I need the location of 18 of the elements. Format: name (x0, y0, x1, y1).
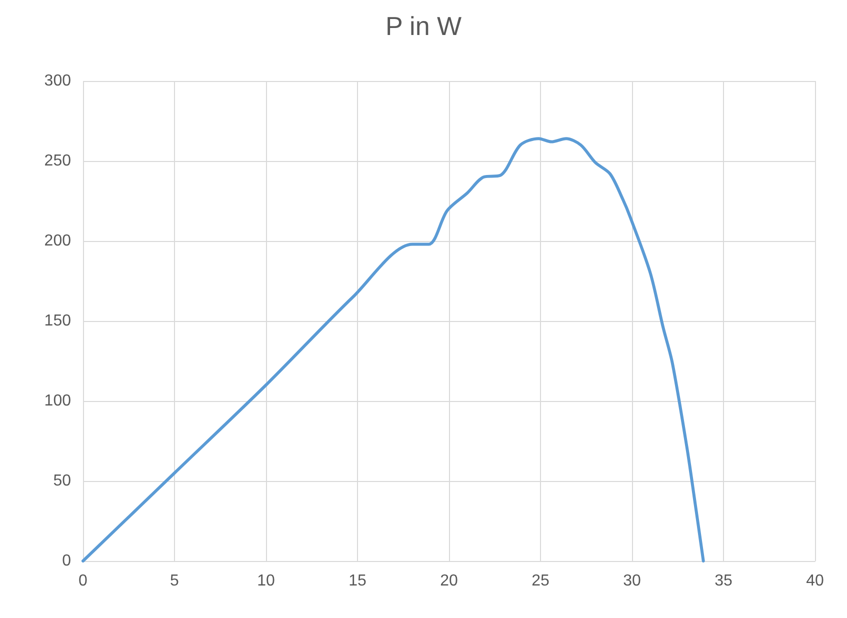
x-tick-label: 25 (532, 572, 550, 590)
x-tick-label: 35 (714, 572, 732, 590)
x-tick-label: 15 (348, 572, 366, 590)
x-tick-label: 30 (623, 572, 641, 590)
y-tick-label: 0 (62, 552, 72, 570)
y-tick-label: 200 (44, 232, 72, 250)
x-tick-label: 10 (257, 572, 275, 590)
x-tick-label: 0 (78, 572, 88, 590)
y-tick-label: 300 (44, 72, 72, 90)
x-tick-label: 40 (806, 572, 824, 590)
y-tick-label: 250 (44, 152, 72, 170)
y-tick-label: 100 (44, 392, 72, 410)
x-tick-label: 5 (170, 572, 180, 590)
y-tick-label: 150 (44, 312, 72, 330)
chart-title: P in W (385, 11, 462, 41)
x-tick-label: 20 (440, 572, 458, 590)
line-series (82, 137, 705, 562)
y-tick-label: 50 (53, 472, 72, 490)
